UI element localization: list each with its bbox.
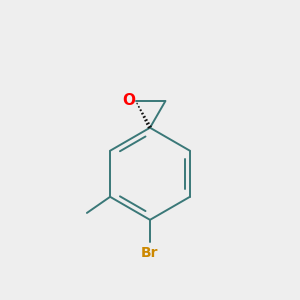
Text: O: O [123, 93, 136, 108]
Text: Br: Br [141, 246, 159, 260]
